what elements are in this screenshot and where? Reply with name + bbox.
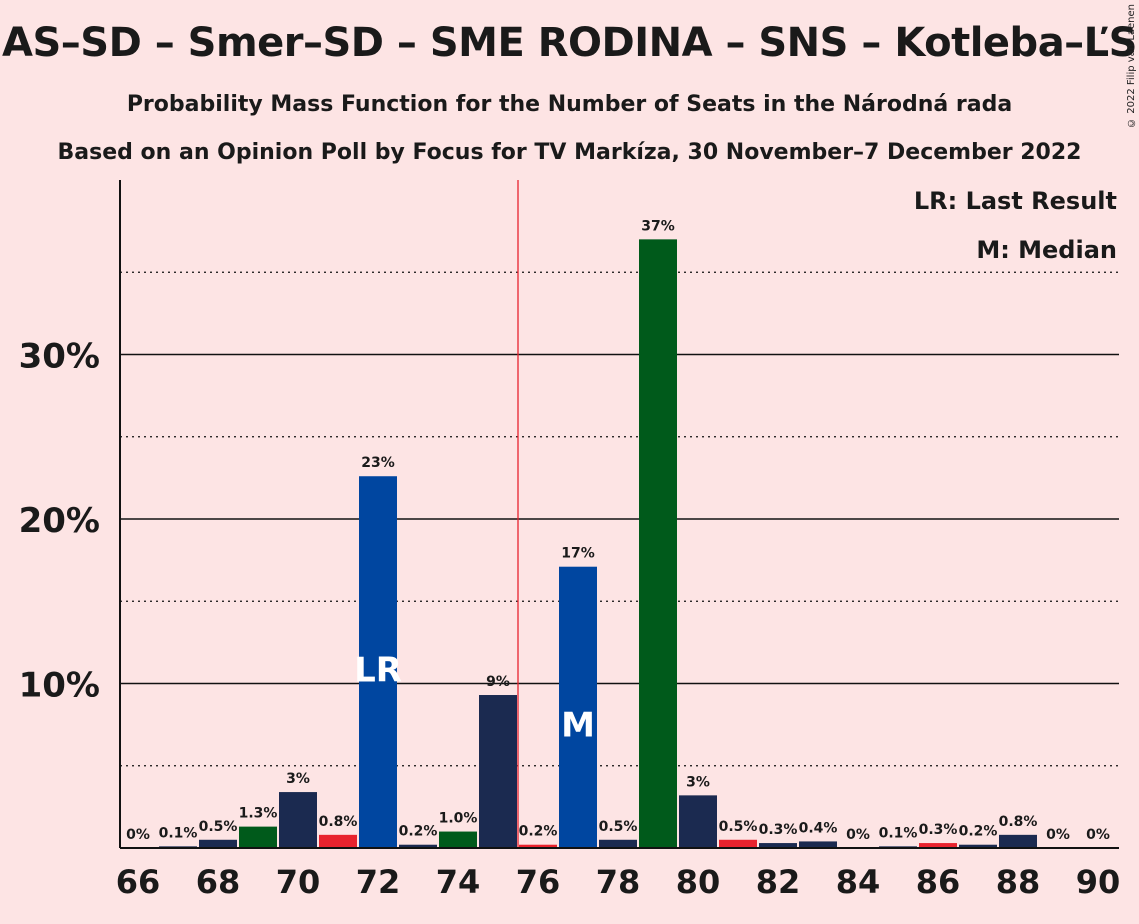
data-label: 3% (686, 774, 710, 790)
x-tick-label: 84 (836, 863, 881, 901)
bar (959, 844, 997, 848)
data-label: 0.2% (519, 824, 558, 840)
y-tick-label: 10% (19, 666, 100, 706)
x-tick-label: 66 (116, 863, 161, 901)
bar (279, 792, 317, 848)
bar (999, 834, 1037, 848)
y-tick-label: 20% (19, 501, 100, 541)
x-tick-label: 74 (436, 863, 481, 901)
bar (239, 826, 277, 848)
bar (319, 834, 357, 848)
data-label: 0.5% (599, 819, 638, 835)
bar (639, 239, 677, 849)
bar (919, 843, 957, 848)
data-label: 1.3% (239, 806, 278, 822)
data-label: 0% (1086, 827, 1110, 843)
data-label: 0% (846, 827, 870, 843)
legend-last-result: LR: Last Result (914, 187, 1117, 215)
chart-title: AS–SD – Smer–SD – SME RODINA – SNS – Kot… (2, 20, 1137, 66)
data-label: 0% (126, 827, 150, 843)
x-tick-label: 68 (196, 863, 241, 901)
bar (399, 844, 437, 848)
x-tick-label: 88 (996, 863, 1041, 901)
bar (679, 795, 717, 848)
x-tick-label: 70 (276, 863, 321, 901)
data-label: 0.8% (999, 814, 1038, 830)
bar (599, 839, 637, 848)
x-tick-label: 78 (596, 863, 641, 901)
data-label: 0.2% (399, 824, 438, 840)
data-label: 0% (1046, 827, 1070, 843)
data-label: 0.1% (159, 825, 198, 841)
bar (719, 839, 757, 848)
data-label: 0.8% (319, 814, 358, 830)
data-label: 3% (286, 771, 310, 787)
bar (439, 831, 477, 848)
x-tick-label: 86 (916, 863, 961, 901)
bar (199, 839, 237, 848)
bar (479, 695, 517, 848)
chart-subtitle: Probability Mass Function for the Number… (126, 92, 1013, 117)
bar (519, 844, 557, 848)
data-label: 37% (641, 218, 675, 234)
chart-subtitle-source: Based on an Opinion Poll by Focus for TV… (57, 140, 1082, 165)
data-label: 23% (361, 455, 395, 471)
x-tick-label: 72 (356, 863, 401, 901)
median-marker: M (561, 706, 595, 746)
legend-median: M: Median (976, 236, 1117, 264)
y-tick-label: 30% (19, 337, 100, 377)
x-tick-label: 76 (516, 863, 561, 901)
data-label: 1.0% (439, 811, 478, 827)
data-label: 0.3% (919, 822, 958, 838)
bar (559, 566, 597, 848)
x-tick-label: 82 (756, 863, 801, 901)
last-result-marker: LR (354, 651, 402, 691)
data-label: 0.4% (799, 820, 838, 836)
x-tick-label: 80 (676, 863, 721, 901)
data-label: 0.3% (759, 822, 798, 838)
data-label: 9% (486, 674, 510, 690)
bar (799, 841, 837, 848)
data-label: 0.5% (719, 819, 758, 835)
data-label: 0.5% (199, 819, 238, 835)
x-tick-label: 90 (1076, 863, 1121, 901)
bar (359, 476, 397, 848)
data-label: 17% (561, 546, 595, 562)
data-label: 0.2% (959, 824, 998, 840)
data-label: 0.1% (879, 825, 918, 841)
bar (759, 843, 797, 848)
